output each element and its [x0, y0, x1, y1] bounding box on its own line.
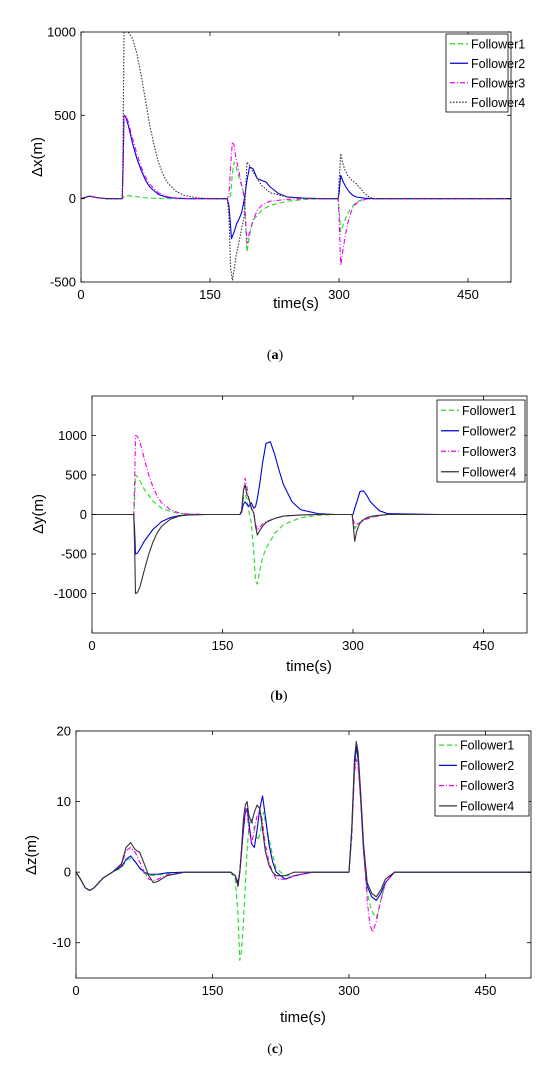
legend-box [434, 734, 530, 817]
caption-c-letter: c [272, 1042, 278, 1057]
legend-label-follower4: Follower4 [460, 799, 514, 813]
legend-label-follower4: Follower4 [471, 96, 525, 110]
series-line-follower4 [81, 32, 511, 281]
y-tick-label: -500 [61, 547, 87, 562]
series-line-follower3 [76, 758, 531, 933]
plot-c-ticks: 0 150 300 450 -10 0 10 20 [52, 724, 531, 998]
series-line-follower1 [81, 161, 511, 253]
x-tick-label: 0 [88, 638, 95, 653]
caption-b: (b) [270, 689, 287, 704]
plot-b-series-group [92, 434, 527, 595]
x-tick-label: 450 [473, 638, 495, 653]
x-tick-label: 0 [77, 287, 84, 302]
legend-label-follower3: Follower3 [471, 76, 525, 90]
y-tick-label: 1000 [47, 25, 76, 40]
series-line-follower3 [81, 114, 511, 266]
plot-a-legend: Follower1 Follower2 Follower3 Follower4 [445, 33, 525, 113]
plot-b-xlabel: time(s) [286, 658, 332, 675]
legend-box [436, 399, 526, 483]
legend-label-follower4: Follower4 [462, 465, 516, 479]
panel-b: 0 150 300 450 -1000 -500 0 500 1000 time(s) Δy(m… [30, 395, 528, 704]
caption-a-letter: a [272, 348, 279, 363]
caption-c: (c) [267, 1042, 283, 1057]
plot-a-series-group [81, 32, 511, 281]
plot-c-series-group [76, 741, 531, 961]
caption-b-letter: b [275, 689, 283, 704]
legend-box [445, 33, 509, 113]
legend-label-follower1: Follower1 [462, 404, 516, 418]
plot-c-xlabel: time(s) [280, 1009, 326, 1026]
x-tick-label: 150 [212, 638, 234, 653]
plot-c-ylabel: Δz(m) [23, 835, 40, 875]
caption-a: (a) [267, 348, 284, 363]
plot-b-legend: Follower1 Follower2 Follower3 Follower4 [436, 399, 526, 483]
y-tick-label: 0 [69, 191, 76, 206]
series-line-follower4 [76, 741, 531, 898]
legend-label-follower3: Follower3 [460, 779, 514, 793]
plot-a-xlabel: time(s) [273, 295, 319, 312]
x-tick-label: 450 [457, 287, 479, 302]
legend-label-follower2: Follower2 [471, 57, 525, 71]
series-line-follower4 [92, 483, 527, 595]
legend-label-follower1: Follower1 [460, 739, 514, 753]
y-tick-label: 10 [57, 794, 71, 809]
y-tick-label: -10 [52, 935, 71, 950]
x-tick-label: 0 [72, 983, 79, 998]
plot-b-ticks: 0 150 300 450 -1000 -500 0 500 1000 [54, 396, 527, 653]
panel-c: 0 150 300 450 -10 0 10 20 time(s) Δz(m) Followe… [23, 724, 532, 1057]
plot-b-ylabel: Δy(m) [30, 494, 47, 534]
x-tick-label: 150 [199, 287, 221, 302]
y-tick-label: 0 [80, 507, 87, 522]
series-line-follower2 [81, 114, 511, 240]
plot-c-lines [76, 741, 531, 961]
plot-c-legend: Follower1 Follower2 Follower3 Follower4 [434, 734, 530, 817]
series-line-follower2 [92, 441, 527, 555]
x-tick-label: 300 [338, 983, 360, 998]
y-tick-label: 1000 [58, 428, 87, 443]
y-tick-label: -500 [50, 275, 76, 290]
legend-label-follower1: Follower1 [471, 37, 525, 51]
x-tick-label: 150 [202, 983, 224, 998]
x-tick-label: 300 [342, 638, 364, 653]
x-tick-label: 300 [328, 287, 350, 302]
plot-a-ylabel: Δx(m) [29, 137, 46, 177]
legend-label-follower2: Follower2 [460, 759, 514, 773]
x-tick-label: 450 [475, 983, 497, 998]
legend-label-follower3: Follower3 [462, 445, 516, 459]
plot-b-lines [92, 434, 527, 595]
y-tick-label: 20 [57, 724, 71, 739]
y-tick-label: 0 [64, 865, 71, 880]
plot-b-axes-box [91, 395, 528, 634]
y-tick-label: -1000 [54, 586, 87, 601]
y-tick-label: 500 [65, 468, 87, 483]
plot-c-axes-box [75, 730, 532, 979]
y-tick-label: 500 [54, 108, 76, 123]
plot-a-lines [81, 32, 511, 281]
legend-label-follower2: Follower2 [462, 424, 516, 438]
plot-a-axes-box [80, 31, 512, 283]
series-line-follower1 [92, 474, 527, 585]
